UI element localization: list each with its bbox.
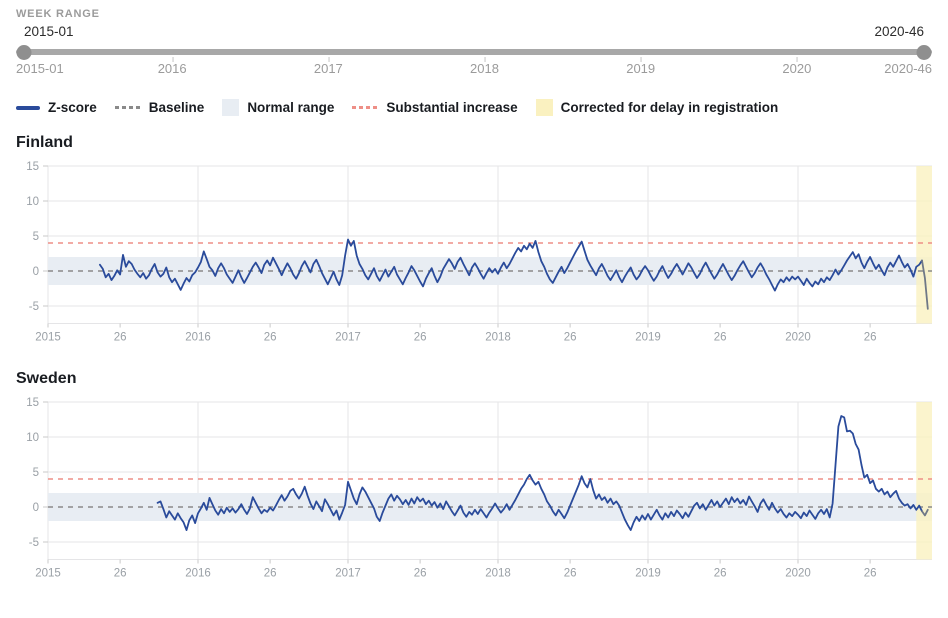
legend-label: Normal range [247,100,335,115]
slider-handle-start[interactable] [16,45,32,60]
svg-text:26: 26 [414,568,427,580]
chart-section-sweden: Sweden 15 10 5 0 -5 2015 26 2016 26 2017 26 2018 26 2… [16,370,932,588]
slider-axis-label: 2017 [314,57,343,76]
svg-text:-5: -5 [29,301,39,313]
svg-text:26: 26 [864,568,877,580]
svg-text:2020: 2020 [785,332,811,344]
substantial-increase-swatch [352,106,379,109]
chart-canvas-sweden: 15 10 5 0 -5 2015 26 2016 26 2017 26 2018 26 2019 26 20… [16,392,932,588]
slider-handle-end[interactable] [916,45,932,60]
svg-text:26: 26 [264,332,277,344]
zscore-chart-sweden: 15 10 5 0 -5 2015 26 2016 26 2017 26 2018 26 2019 26 20… [26,397,932,580]
slider-axis-label: 2020 [782,57,811,76]
svg-text:5: 5 [33,231,39,243]
svg-text:26: 26 [414,332,427,344]
svg-text:26: 26 [114,568,127,580]
svg-text:15: 15 [26,397,39,409]
slider-axis-tickmark [796,57,798,62]
slider-axis-label: 2018 [470,57,499,76]
legend-label: Z-score [48,100,97,115]
slider-start-value: 2015-01 [24,24,74,39]
svg-text:10: 10 [26,432,39,444]
corrected-band-swatch [535,99,553,116]
legend-item-baseline: Baseline [114,100,205,115]
slider-axis-tickmark [328,57,330,62]
legend-item-normal-range: Normal range [222,99,334,116]
legend-item-corrected-band: Corrected for delay in registration [535,99,779,116]
svg-text:26: 26 [714,332,727,344]
slider-track[interactable] [16,49,932,55]
svg-text:2015: 2015 [35,568,61,580]
chart-title-sweden: Sweden [16,370,77,387]
week-range-slider[interactable] [16,44,932,60]
svg-text:2020: 2020 [785,568,811,580]
slider-end-value: 2020-46 [874,24,924,39]
svg-text:26: 26 [114,332,127,344]
slider-axis-label: 2020-46 [884,61,932,76]
svg-text:2016: 2016 [185,568,211,580]
slider-axis-label: 2015-01 [16,61,64,76]
slider-axis-tickmark [640,57,642,62]
chart-canvas-finland: 15 10 5 0 -5 2015 26 2016 26 2017 26 2018 26 2019 26 20… [16,156,932,352]
z-score-swatch [16,105,40,110]
baseline-swatch [114,106,141,109]
slider-value-labels: 2015-01 2020-46 [16,24,932,42]
svg-text:26: 26 [564,332,577,344]
svg-text:2019: 2019 [635,332,661,344]
slider-axis-label: 2019 [626,57,655,76]
svg-text:0: 0 [33,266,39,278]
legend-label: Corrected for delay in registration [560,100,779,115]
svg-text:2019: 2019 [635,568,661,580]
svg-text:-5: -5 [29,537,39,549]
svg-text:15: 15 [26,161,39,173]
svg-text:26: 26 [714,568,727,580]
svg-text:26: 26 [564,568,577,580]
svg-text:26: 26 [264,568,277,580]
svg-text:2016: 2016 [185,332,211,344]
week-range-label: WEEK RANGE [16,8,100,20]
slider-axis-tickmark [484,57,486,62]
zscore-chart-finland: 15 10 5 0 -5 2015 26 2016 26 2017 26 2018 26 2019 26 20… [26,161,932,344]
slider-axis-tickmark [172,57,174,62]
svg-text:5: 5 [33,467,39,479]
chart-legend: Z-score Baseline Normal range Substantial i… [16,99,932,116]
svg-text:2018: 2018 [485,332,511,344]
svg-text:26: 26 [864,332,877,344]
legend-item-z-score: Z-score [16,100,97,115]
normal-range-swatch [222,99,240,116]
slider-axis: 2015-01 2016 2017 2018 2019 2020 2020-46 [16,57,932,83]
legend-label: Substantial increase [386,100,518,115]
slider-axis-label: 2016 [158,57,187,76]
chart-section-finland: Finland 15 10 5 0 -5 2015 26 2016 26 2017 26 2018 26… [16,134,932,352]
legend-item-substantial-increase: Substantial increase [352,100,518,115]
chart-title-finland: Finland [16,134,73,151]
svg-text:2017: 2017 [335,332,361,344]
svg-text:2015: 2015 [35,332,61,344]
svg-text:0: 0 [33,502,39,514]
svg-text:10: 10 [26,196,39,208]
legend-label: Baseline [148,100,205,115]
svg-text:2017: 2017 [335,568,361,580]
svg-text:2018: 2018 [485,568,511,580]
